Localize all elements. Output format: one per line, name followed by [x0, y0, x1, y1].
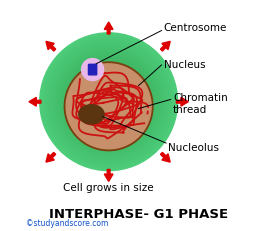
Circle shape — [58, 51, 159, 152]
Text: Nucleolus: Nucleolus — [168, 143, 219, 153]
FancyArrow shape — [104, 22, 113, 34]
Circle shape — [79, 72, 138, 132]
Circle shape — [81, 74, 136, 129]
Circle shape — [74, 67, 143, 136]
Circle shape — [95, 88, 122, 116]
Circle shape — [49, 42, 168, 161]
FancyArrow shape — [104, 170, 113, 181]
Circle shape — [42, 35, 175, 168]
Circle shape — [106, 99, 111, 104]
FancyArrow shape — [29, 97, 41, 106]
Circle shape — [53, 47, 164, 157]
Circle shape — [56, 49, 161, 155]
Text: Cell grows in size: Cell grows in size — [63, 183, 154, 193]
Text: INTERPHASE- G1 PHASE: INTERPHASE- G1 PHASE — [49, 208, 228, 221]
Circle shape — [51, 44, 166, 159]
FancyArrow shape — [160, 152, 170, 162]
FancyBboxPatch shape — [88, 64, 97, 75]
Circle shape — [67, 60, 150, 143]
Circle shape — [83, 76, 134, 127]
Circle shape — [97, 90, 120, 113]
Circle shape — [86, 79, 132, 125]
Circle shape — [81, 58, 104, 81]
Circle shape — [60, 54, 157, 150]
Circle shape — [65, 58, 152, 145]
FancyArrow shape — [176, 97, 188, 106]
Text: Chromatin
thread: Chromatin thread — [173, 93, 228, 115]
Circle shape — [93, 86, 125, 118]
Circle shape — [104, 97, 113, 106]
Ellipse shape — [79, 105, 104, 124]
Circle shape — [44, 37, 173, 166]
Circle shape — [102, 95, 116, 109]
Circle shape — [70, 63, 148, 141]
Circle shape — [88, 81, 129, 122]
Circle shape — [64, 62, 153, 151]
FancyArrow shape — [160, 41, 170, 51]
Circle shape — [99, 93, 118, 111]
Circle shape — [76, 70, 141, 134]
Circle shape — [90, 83, 127, 120]
Circle shape — [47, 40, 171, 164]
Circle shape — [66, 64, 151, 149]
Circle shape — [40, 33, 178, 171]
FancyArrow shape — [46, 41, 56, 51]
Text: Centrosome: Centrosome — [164, 23, 227, 33]
Text: ©studyandscore.com: ©studyandscore.com — [26, 219, 108, 228]
Circle shape — [72, 65, 145, 138]
Circle shape — [63, 56, 155, 148]
FancyArrow shape — [46, 152, 56, 162]
Text: Nucleus: Nucleus — [164, 60, 205, 70]
